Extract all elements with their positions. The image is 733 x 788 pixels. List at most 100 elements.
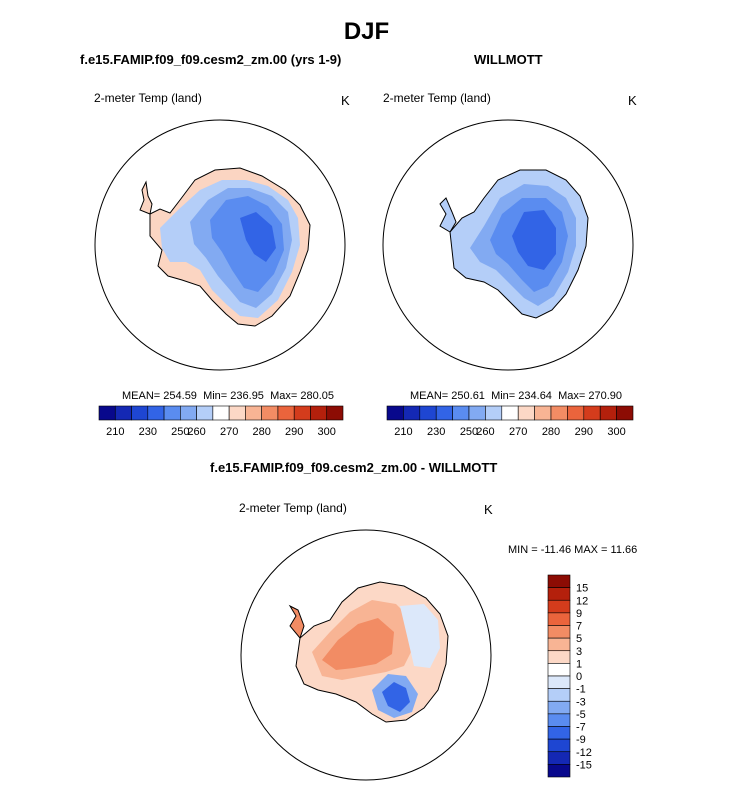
colorbar-box [114,405,132,421]
colorbar-tick-label: 12 [576,595,588,607]
colorbar-tick-label: -3 [576,696,586,708]
panel1-mean-label: MEAN= [122,390,161,402]
colorbar-tick-label: 210 [106,426,124,438]
panel3-peninsula [288,604,305,640]
colorbar-box [212,405,230,421]
colorbar-box [547,738,571,753]
colorbar-tick-label: 15 [576,583,588,595]
panel2-max: 270.90 [588,390,622,402]
colorbar-tick-label: 7 [576,621,582,633]
panel1-interior-deep [210,196,284,292]
colorbar-box [547,650,571,664]
colorbar-tick-label: 230 [427,426,445,438]
panel2-field-label: 2-meter Temp (land) [383,91,491,105]
panel1-peninsula [139,180,153,215]
colorbar-box [547,688,571,702]
colorbar-box [599,405,617,421]
colorbar-box [163,405,181,421]
colorbar-box [452,405,470,421]
colorbar-box [567,405,585,421]
colorbar-box [501,405,519,421]
colorbar-tick-label: 5 [576,633,582,645]
colorbar-tick-label: -15 [576,759,592,771]
panel1-map [94,119,346,371]
panel1-max: 280.05 [300,390,334,402]
colorbar-tick-label: -12 [576,747,592,759]
colorbar-box [616,405,634,421]
colorbar-box [245,405,262,421]
colorbar-tick-label: 250 [460,426,478,438]
colorbar-box [583,405,601,421]
colorbar-box [147,405,165,421]
panel3-max-label: MAX = [574,544,608,556]
panel1-min-label: Min= [203,390,228,402]
colorbar-tick-label: -7 [576,722,586,734]
panel1-max-label: Max= [270,390,298,402]
colorbar-box [277,405,295,421]
colorbar-box [547,637,571,652]
panel2-min: 234.64 [518,390,552,402]
colorbar-box [468,405,486,421]
colorbar-tick-label: 300 [318,426,336,438]
panel2-units: K [628,93,637,108]
panel3-max: 11.66 [610,544,638,556]
panel1-interior-core [240,212,276,262]
colorbar-box [547,700,571,715]
panel3-hot-patch [322,618,394,670]
colorbar-box [196,405,214,421]
colorbar-box [547,612,571,626]
panel2-map [382,119,634,371]
colorbar-tick-label: 260 [187,426,205,438]
panel2-min-label: Min= [491,390,516,402]
colorbar-box [403,405,421,421]
panel3-min-label: MIN = [508,544,538,556]
panel2-interior-core [512,210,556,270]
colorbar-tick-label: -1 [576,684,586,696]
colorbar-box [98,405,116,421]
colorbar-box [435,405,453,421]
colorbar-box [534,405,552,421]
figure-title: DJF [343,18,390,45]
colorbar-box [326,405,344,421]
colorbar-tick-label: 0 [576,671,582,683]
panel2-mean-label: MEAN= [410,390,449,402]
colorbar-tick-label: 290 [575,426,593,438]
colorbar-box [180,405,197,421]
colorbar-box [547,663,571,677]
colorbar-box [310,405,328,421]
panel3-cool-patch [400,604,440,668]
panel2-title: WILLMOTT [474,52,543,67]
colorbar-box [547,587,571,601]
colorbar-tick-label: 290 [285,426,303,438]
panel3-units: K [484,502,493,517]
colorbar-box [550,405,568,421]
colorbar-tick-label: 280 [252,426,270,438]
colorbar-box [547,764,571,778]
panel2-max-label: Max= [558,390,586,402]
panel3-min: -11.46 [540,544,572,556]
colorbar-tick-label: 270 [220,426,238,438]
colorbar-tick-label: 300 [607,426,625,438]
colorbar-tick-label: -5 [576,709,586,721]
colorbar-tick-label: -9 [576,734,586,746]
panel3-title: f.e15.FAMIP.f09_f09.cesm2_zm.00 - WILLMO… [210,460,498,475]
colorbar-tick-label: 230 [139,426,157,438]
colorbar-box [547,751,571,765]
panel3-field-label: 2-meter Temp (land) [239,501,347,515]
colorbar-box [419,405,437,421]
colorbar-box [293,405,311,421]
colorbar-box [547,675,571,689]
panel3-map [240,529,492,781]
panel1-mean: 254.59 [163,390,197,402]
panel1-min: 236.95 [230,390,264,402]
panel2-mean: 250.61 [451,390,485,402]
panel1-title: f.e15.FAMIP.f09_f09.cesm2_zm.00 (yrs 1-9… [80,52,342,67]
colorbar-box [517,405,535,421]
panel3-minmax: MIN = -11.46 MAX = 11.66 [508,544,637,556]
colorbar-box [547,726,571,740]
colorbar-box [485,405,503,421]
colorbar-box [131,405,149,421]
